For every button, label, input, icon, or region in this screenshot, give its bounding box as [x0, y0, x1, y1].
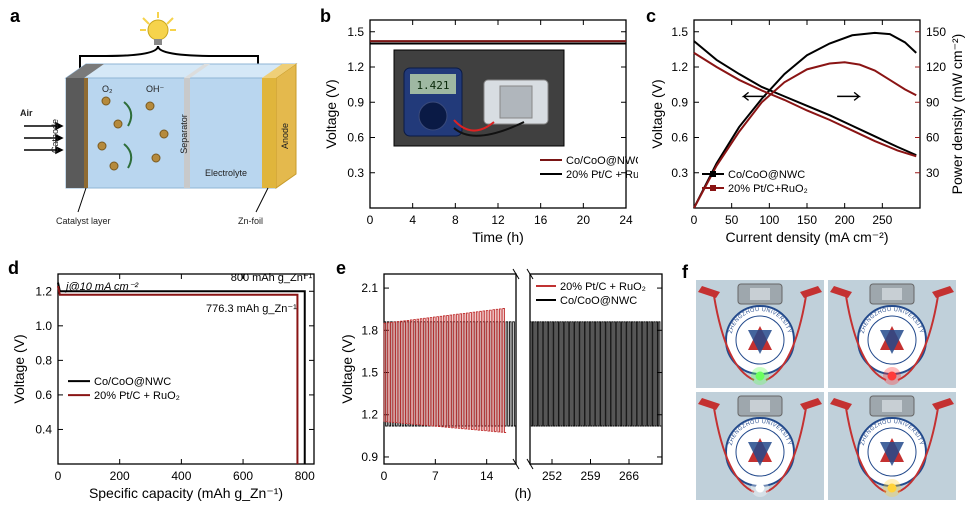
panel-d-label: d	[8, 258, 19, 279]
svg-text:120: 120	[926, 60, 946, 74]
svg-text:Voltage (V): Voltage (V)	[323, 79, 339, 148]
panel-f-label: f	[682, 262, 688, 283]
separator-label: Separator	[179, 114, 189, 154]
capacity-chart: 0.4 0.6 0.8 1.0 1.2 0 200 400 600 800 Specific cap…	[6, 258, 326, 510]
svg-text:20% Pt/C + RuO₂: 20% Pt/C + RuO₂	[560, 281, 646, 293]
znfoil-label: Zn-foil	[238, 216, 263, 226]
svg-text:12: 12	[491, 213, 505, 227]
zn-air-schematic: Air O₂ OH⁻ Cathode Anode Separator Elect…	[6, 6, 306, 246]
svg-text:250: 250	[872, 213, 892, 227]
polarization-chart: 0.3 0.6 0.9 1.2 1.5 30 60 90 120 150 0 50 100 150 200 2…	[644, 6, 972, 254]
svg-text:Time (h): Time (h)	[472, 229, 524, 245]
svg-text:1.421: 1.421	[416, 79, 449, 92]
svg-text:20% Pt/C + RuO₂: 20% Pt/C + RuO₂	[94, 390, 180, 402]
panel-b: b 0.3 0.6 0.9 1.2 1.5 0 4 8 12 16 20 24 Time (h) Volt…	[318, 6, 638, 254]
cathode-label: Cathode	[50, 119, 60, 153]
svg-text:0: 0	[381, 469, 388, 483]
panel-e: e 0.9 1.2 1.5 1.8 2.1 0 7 14 252 259 266 (h) Voltage…	[334, 258, 674, 510]
svg-text:16: 16	[534, 213, 548, 227]
svg-text:Voltage (V): Voltage (V)	[339, 334, 355, 403]
svg-text:600: 600	[233, 469, 253, 483]
svg-text:100: 100	[759, 213, 779, 227]
svg-text:0.4: 0.4	[35, 422, 52, 436]
panel-a: a	[6, 6, 306, 246]
svg-text:400: 400	[171, 469, 191, 483]
svg-text:8: 8	[452, 213, 459, 227]
svg-text:0: 0	[691, 213, 698, 227]
panel-c: c 0.3 0.6 0.9 1.2 1.5 30 60 90 120 150 0 50 100 150 20…	[644, 6, 972, 254]
svg-text:0: 0	[55, 469, 62, 483]
svg-text:14: 14	[480, 469, 494, 483]
svg-text:0.3: 0.3	[347, 166, 364, 180]
svg-text:Power density (mW cm⁻²): Power density (mW cm⁻²)	[949, 34, 965, 195]
svg-text:1.2: 1.2	[347, 60, 364, 74]
svg-text:252: 252	[542, 469, 562, 483]
svg-text:1.8: 1.8	[361, 323, 378, 337]
svg-text:0.6: 0.6	[35, 388, 52, 402]
svg-text:30: 30	[926, 166, 940, 180]
svg-text:0.8: 0.8	[35, 353, 52, 367]
svg-text:200: 200	[835, 213, 855, 227]
svg-text:1.5: 1.5	[361, 366, 378, 380]
electrolyte-label: Electrolyte	[205, 168, 247, 178]
svg-text:0.6: 0.6	[347, 131, 364, 145]
svg-text:800: 800	[295, 469, 315, 483]
svg-text:Current density (mA cm⁻²): Current density (mA cm⁻²)	[726, 229, 889, 245]
svg-text:(h): (h)	[514, 485, 531, 501]
svg-text:7: 7	[432, 469, 439, 483]
svg-text:4: 4	[409, 213, 416, 227]
svg-text:2.1: 2.1	[361, 281, 378, 295]
catalyst-label: Catalyst layer	[56, 216, 111, 226]
svg-text:0.6: 0.6	[671, 131, 688, 145]
svg-text:Voltage (V): Voltage (V)	[11, 334, 27, 403]
cycling-chart: 0.9 1.2 1.5 1.8 2.1 0 7 14 252 259 266 (h) Voltage (…	[334, 258, 674, 510]
svg-text:1.2: 1.2	[671, 60, 688, 74]
svg-text:Co/CoO@NWC: Co/CoO@NWC	[560, 295, 637, 307]
o2-label: O₂	[102, 84, 113, 94]
svg-text:Co/CoO@NWC: Co/CoO@NWC	[728, 169, 805, 181]
svg-text:150: 150	[797, 213, 817, 227]
svg-text:1.5: 1.5	[347, 25, 364, 39]
svg-text:1.2: 1.2	[361, 408, 378, 422]
panel-e-label: e	[336, 258, 346, 279]
panel-b-label: b	[320, 6, 331, 27]
svg-text:Specific capacity (mAh g_Zn⁻¹): Specific capacity (mAh g_Zn⁻¹)	[89, 485, 283, 501]
svg-text:Co/CoO@NWC: Co/CoO@NWC	[94, 376, 171, 388]
svg-text:Co/CoO@NWC: Co/CoO@NWC	[566, 155, 638, 167]
svg-text:20% Pt/C + RuO₂: 20% Pt/C + RuO₂	[566, 169, 638, 181]
panel-c-label: c	[646, 6, 656, 27]
panel-f: f ZHENGZHOU UNIVERSITYZHENGZHOU UNIVERSI…	[682, 262, 968, 506]
svg-text:1.5: 1.5	[671, 25, 688, 39]
oh-label: OH⁻	[146, 84, 165, 94]
svg-text:20: 20	[577, 213, 591, 227]
svg-text:1.2: 1.2	[35, 284, 52, 298]
svg-text:776.3 mAh g_Zn⁻¹: 776.3 mAh g_Zn⁻¹	[206, 303, 297, 315]
svg-text:259: 259	[580, 469, 600, 483]
svg-text:24: 24	[619, 213, 633, 227]
svg-text:200: 200	[110, 469, 130, 483]
panel-a-label: a	[10, 6, 20, 27]
svg-text:0.9: 0.9	[347, 95, 364, 109]
svg-text:90: 90	[926, 95, 940, 109]
svg-text:0.9: 0.9	[671, 95, 688, 109]
svg-text:50: 50	[725, 213, 739, 227]
svg-text:Voltage (V): Voltage (V)	[649, 79, 665, 148]
svg-text:0.9: 0.9	[361, 450, 378, 464]
panel-d: d 0.4 0.6 0.8 1.0 1.2 0 200 400 600 800 Specific c…	[6, 258, 326, 510]
svg-text:60: 60	[926, 131, 940, 145]
svg-text:0.3: 0.3	[671, 166, 688, 180]
anode-label: Anode	[280, 123, 290, 149]
led-photos: ZHENGZHOU UNIVERSITYZHENGZHOU UNIVERSITY…	[682, 262, 968, 506]
svg-text:1.0: 1.0	[35, 319, 52, 333]
svg-text:150: 150	[926, 25, 946, 39]
svg-text:266: 266	[619, 469, 639, 483]
ocv-chart: 0.3 0.6 0.9 1.2 1.5 0 4 8 12 16 20 24 Time (h) Voltag…	[318, 6, 638, 254]
air-label: Air	[20, 108, 33, 118]
svg-text:0: 0	[367, 213, 374, 227]
svg-text:800 mAh g_Zn⁻¹: 800 mAh g_Zn⁻¹	[231, 272, 313, 284]
svg-text:20% Pt/C+RuO₂: 20% Pt/C+RuO₂	[728, 183, 808, 195]
